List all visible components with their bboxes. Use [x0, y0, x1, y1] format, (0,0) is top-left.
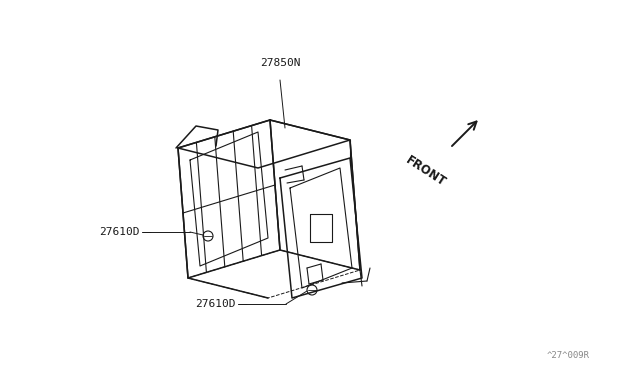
Text: —: — — [142, 227, 152, 237]
Text: FRONT: FRONT — [403, 154, 448, 190]
Text: ^27^009R: ^27^009R — [547, 351, 590, 360]
Text: 27610D: 27610D — [195, 299, 236, 309]
Text: —: — — [238, 299, 248, 309]
Text: 27850N: 27850N — [260, 58, 300, 68]
Text: 27610D: 27610D — [99, 227, 140, 237]
